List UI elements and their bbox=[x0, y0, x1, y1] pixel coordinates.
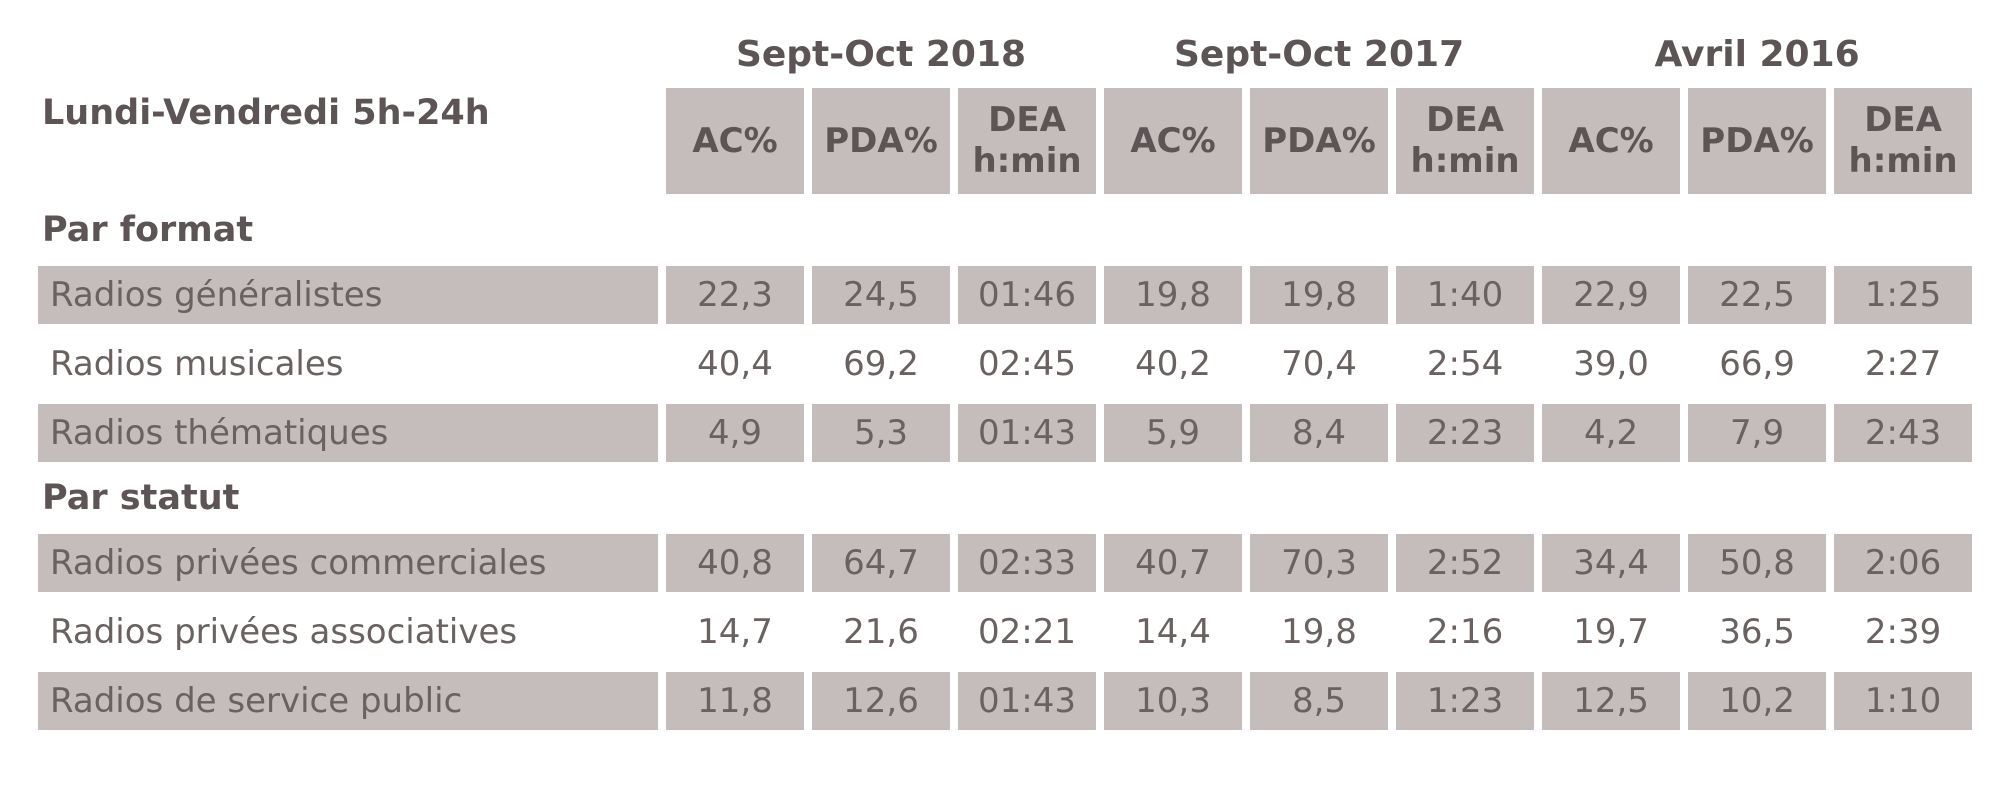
radio-audience-table: Lundi-Vendredi 5h-24h Sept-Oct 2018 Sept… bbox=[30, 20, 1980, 741]
data-cell: 70,4 bbox=[1281, 344, 1357, 384]
metric-header-ac: AC% bbox=[1104, 88, 1243, 194]
period-header-sept-oct-2018: Sept-Oct 2018 bbox=[735, 33, 1027, 75]
section-header-row: Par statut bbox=[38, 473, 1972, 523]
data-cell: 2:06 bbox=[1834, 534, 1973, 592]
data-cell: 2:52 bbox=[1396, 534, 1535, 592]
period-header-sept-oct-2017: Sept-Oct 2017 bbox=[1173, 33, 1465, 75]
radio-audience-table-wrap: Lundi-Vendredi 5h-24h Sept-Oct 2018 Sept… bbox=[30, 20, 1980, 741]
table-title: Lundi-Vendredi 5h-24h bbox=[38, 31, 658, 194]
period-header-row: Lundi-Vendredi 5h-24h Sept-Oct 2018 Sept… bbox=[38, 31, 1972, 194]
data-cell: 2:39 bbox=[1864, 612, 1942, 652]
data-cell: 12,5 bbox=[1542, 672, 1681, 730]
row-label: Radios musicales bbox=[50, 344, 344, 384]
data-cell: 69,2 bbox=[843, 344, 919, 384]
data-cell: 19,8 bbox=[1250, 266, 1389, 324]
data-cell: 10,3 bbox=[1104, 672, 1243, 730]
data-cell: 4,2 bbox=[1542, 404, 1681, 462]
data-cell: 10,2 bbox=[1688, 672, 1827, 730]
row-label: Radios privées commerciales bbox=[38, 534, 658, 592]
metric-header-dea: DEA h:min bbox=[1396, 88, 1535, 194]
data-cell: 21,6 bbox=[843, 612, 919, 652]
row-label: Radios généralistes bbox=[38, 266, 658, 324]
section-title-par-format: Par format bbox=[42, 210, 254, 250]
data-cell: 40,7 bbox=[1104, 534, 1243, 592]
table-row: Radios thématiques 4,9 5,3 01:43 5,9 8,4… bbox=[38, 404, 1973, 462]
data-cell: 39,0 bbox=[1573, 344, 1649, 384]
data-cell: 40,8 bbox=[666, 534, 804, 592]
row-label: Radios privées associatives bbox=[50, 612, 518, 652]
data-cell: 01:43 bbox=[958, 672, 1097, 730]
data-cell: 2:43 bbox=[1834, 404, 1973, 462]
data-cell: 01:43 bbox=[958, 404, 1097, 462]
data-cell: 8,5 bbox=[1250, 672, 1389, 730]
data-cell: 12,6 bbox=[812, 672, 950, 730]
data-cell: 1:10 bbox=[1834, 672, 1973, 730]
data-cell: 19,7 bbox=[1573, 612, 1649, 652]
data-cell: 22,3 bbox=[666, 266, 804, 324]
data-cell: 01:46 bbox=[958, 266, 1097, 324]
table-row: Radios généralistes 22,3 24,5 01:46 19,8… bbox=[38, 266, 1973, 324]
data-cell: 2:16 bbox=[1426, 612, 1504, 652]
row-label: Radios de service public bbox=[38, 672, 658, 730]
data-cell: 34,4 bbox=[1542, 534, 1681, 592]
data-cell: 19,8 bbox=[1104, 266, 1243, 324]
metric-header-pda: PDA% bbox=[1688, 88, 1827, 194]
data-cell: 2:27 bbox=[1864, 344, 1942, 384]
data-cell: 11,8 bbox=[666, 672, 804, 730]
data-cell: 5,9 bbox=[1104, 404, 1243, 462]
data-cell: 8,4 bbox=[1250, 404, 1389, 462]
section-header-row: Par format bbox=[38, 205, 1972, 255]
data-cell: 40,2 bbox=[1135, 344, 1211, 384]
data-cell: 70,3 bbox=[1250, 534, 1389, 592]
data-cell: 36,5 bbox=[1719, 612, 1795, 652]
data-cell: 2:23 bbox=[1396, 404, 1535, 462]
data-cell: 14,7 bbox=[697, 612, 773, 652]
data-cell: 1:23 bbox=[1396, 672, 1535, 730]
table-row: Radios de service public 11,8 12,6 01:43… bbox=[38, 672, 1973, 730]
metric-header-dea: DEA h:min bbox=[1834, 88, 1973, 194]
data-cell: 2:54 bbox=[1426, 344, 1504, 384]
row-label: Radios thématiques bbox=[38, 404, 658, 462]
metric-header-ac: AC% bbox=[1542, 88, 1681, 194]
data-cell: 1:25 bbox=[1834, 266, 1973, 324]
period-header-avril-2016: Avril 2016 bbox=[1654, 33, 1860, 75]
table-row: Radios privées commerciales 40,8 64,7 02… bbox=[38, 534, 1973, 592]
data-cell: 4,9 bbox=[666, 404, 804, 462]
table-row: Radios privées associatives 14,7 21,6 02… bbox=[38, 603, 1972, 661]
metric-header-pda: PDA% bbox=[812, 88, 950, 194]
metric-header-pda: PDA% bbox=[1250, 88, 1389, 194]
metric-header-row: AC% PDA% DEA h:min AC% PDA% DEA h:min AC… bbox=[38, 88, 1973, 194]
data-cell: 22,9 bbox=[1542, 266, 1681, 324]
data-cell: 50,8 bbox=[1688, 534, 1827, 592]
data-cell: 02:33 bbox=[958, 534, 1097, 592]
section-title-par-statut: Par statut bbox=[42, 478, 240, 518]
data-cell: 02:21 bbox=[978, 612, 1076, 652]
metric-header-ac: AC% bbox=[666, 88, 804, 194]
data-cell: 1:40 bbox=[1396, 266, 1535, 324]
data-cell: 40,4 bbox=[697, 344, 773, 384]
data-cell: 24,5 bbox=[812, 266, 950, 324]
data-cell: 22,5 bbox=[1688, 266, 1827, 324]
data-cell: 66,9 bbox=[1719, 344, 1795, 384]
data-cell: 19,8 bbox=[1281, 612, 1357, 652]
data-cell: 7,9 bbox=[1688, 404, 1827, 462]
table-row: Radios musicales 40,4 69,2 02:45 40,2 70… bbox=[38, 335, 1972, 393]
data-cell: 5,3 bbox=[812, 404, 950, 462]
metric-header-dea: DEA h:min bbox=[958, 88, 1097, 194]
data-cell: 64,7 bbox=[812, 534, 950, 592]
data-cell: 02:45 bbox=[978, 344, 1076, 384]
data-cell: 14,4 bbox=[1135, 612, 1211, 652]
